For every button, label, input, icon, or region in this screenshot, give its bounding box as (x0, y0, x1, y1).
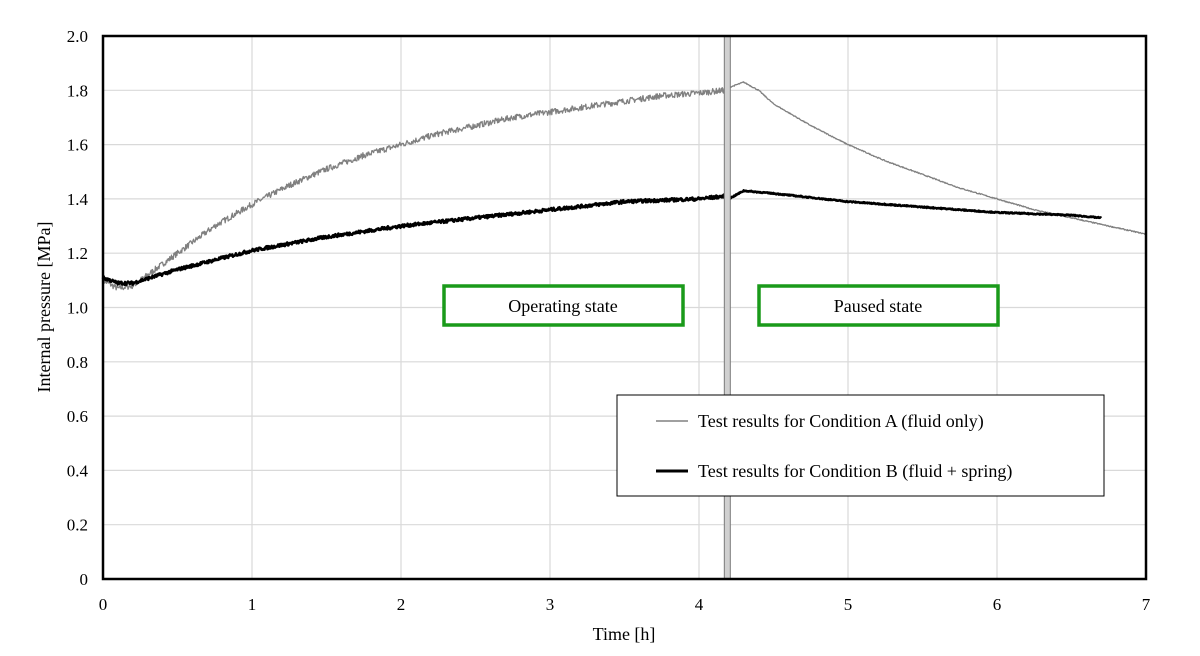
y-tick-label: 0 (80, 570, 89, 589)
y-tick-label: 1.2 (67, 244, 88, 263)
x-tick-label: 7 (1142, 595, 1151, 614)
x-tick-label: 2 (397, 595, 406, 614)
y-tick-label: 1.6 (67, 136, 88, 155)
x-tick-label: 4 (695, 595, 704, 614)
y-tick-label: 0.2 (67, 516, 88, 535)
x-tick-label: 3 (546, 595, 555, 614)
y-tick-label: 1.0 (67, 299, 88, 318)
operating-state-label: Operating state (508, 296, 617, 316)
x-tick-label: 0 (99, 595, 108, 614)
x-axis-label: Time [h] (593, 624, 656, 644)
legend-label-a: Test results for Condition A (fluid only… (698, 411, 984, 432)
x-tick-label: 5 (844, 595, 853, 614)
x-tick-labels: 0 1 2 3 4 5 6 7 (99, 595, 1151, 614)
paused-state-box (757, 284, 1000, 327)
y-tick-label: 0.8 (67, 353, 88, 372)
series-line-condition-b (101, 189, 1103, 287)
y-tick-label: 0.6 (67, 407, 88, 426)
operating-state-box (442, 284, 685, 327)
x-tick-label: 1 (248, 595, 257, 614)
x-tick-label: 6 (993, 595, 1002, 614)
series-line-condition-a (102, 81, 1147, 291)
paused-state-label: Paused state (834, 296, 922, 316)
state-divider (723, 35, 731, 580)
legend-label-b: Test results for Condition B (fluid + sp… (698, 461, 1012, 482)
legend: Test results for Condition A (fluid only… (616, 394, 1105, 497)
series-group (101, 81, 1147, 291)
y-axis-label: Internal pressure [MPa] (34, 222, 54, 393)
y-tick-labels: 0 0.2 0.4 0.6 0.8 1.0 1.2 1.4 1.6 1.8 2.0 (67, 27, 89, 589)
y-tick-label: 1.4 (67, 190, 89, 209)
legend-box (616, 394, 1105, 497)
y-tick-label: 2.0 (67, 27, 88, 46)
y-tick-label: 0.4 (67, 461, 89, 480)
plot-border (101, 34, 1148, 581)
divider-line (723, 35, 731, 580)
y-tick-label: 1.8 (67, 81, 88, 100)
